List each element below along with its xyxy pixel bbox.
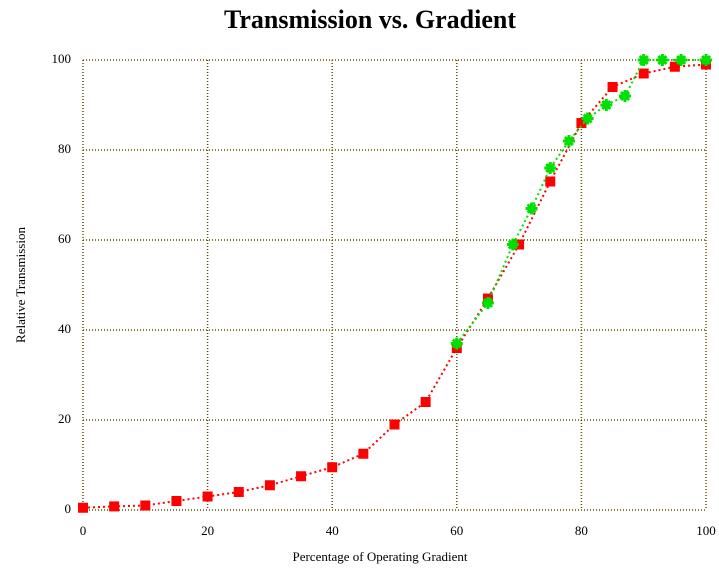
marker (638, 68, 649, 79)
marker (581, 112, 594, 125)
marker (656, 54, 669, 66)
marker (109, 501, 120, 512)
chart-title: Transmission vs. Gradient (224, 5, 516, 34)
marker (600, 99, 613, 111)
y-tick-label: 100 (52, 51, 72, 66)
marker (506, 238, 519, 251)
marker (296, 471, 307, 482)
x-tick-label: 60 (450, 523, 463, 538)
marker (358, 448, 369, 459)
marker (202, 491, 213, 502)
marker (544, 162, 557, 174)
marker (171, 496, 182, 506)
marker (481, 297, 494, 309)
marker (327, 462, 338, 473)
x-axis-label: Percentage of Operating Gradient (292, 549, 467, 564)
x-tick-label: 80 (575, 523, 588, 538)
series-line (82, 63, 707, 509)
marker (78, 502, 88, 513)
marker (700, 54, 712, 66)
y-tick-label: 80 (58, 141, 71, 156)
marker (389, 419, 400, 430)
x-tick-label: 0 (80, 523, 87, 538)
marker (545, 176, 556, 187)
y-tick-label: 40 (58, 321, 71, 336)
marker (420, 397, 431, 407)
x-tick-label: 40 (326, 523, 339, 538)
marker (619, 90, 632, 102)
y-tick-label: 0 (65, 501, 72, 516)
marker (264, 480, 275, 491)
marker (669, 61, 680, 72)
y-axis-label: Relative Transmission (13, 227, 28, 343)
marker (675, 54, 688, 66)
marker (140, 500, 151, 511)
marker (562, 135, 575, 147)
marker (514, 239, 525, 250)
marker (637, 54, 650, 66)
marker (576, 118, 587, 128)
y-tick-label: 60 (58, 231, 71, 246)
marker (607, 82, 618, 92)
marker (233, 487, 244, 497)
marker (525, 202, 538, 215)
x-tick-label: 20 (201, 523, 214, 538)
y-tick-label: 20 (58, 411, 71, 426)
x-tick-label: 100 (696, 523, 716, 538)
marker (450, 337, 463, 350)
